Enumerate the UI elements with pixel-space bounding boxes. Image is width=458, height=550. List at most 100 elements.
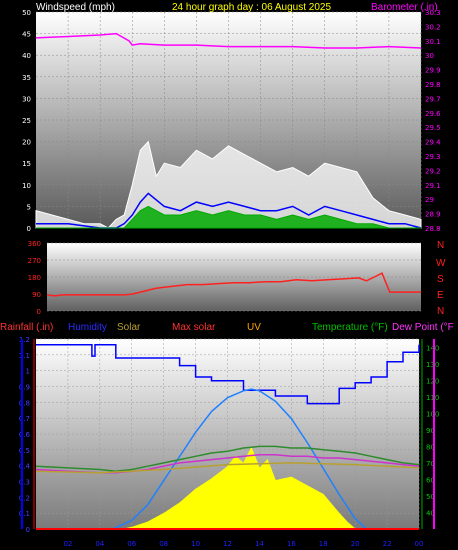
rainfall-tick-label: 0.2 xyxy=(19,494,30,502)
direction-tick-label: 0 xyxy=(37,308,41,316)
temperature-tick-label: 100 xyxy=(426,410,439,418)
series-green-area xyxy=(36,205,421,229)
rainfall-tick-label: 0.8 xyxy=(19,399,30,407)
panel3-time-tick-label: 04 xyxy=(95,540,104,548)
direction-tick-label: 90 xyxy=(32,291,41,299)
barometer-tick-label: 29.6 xyxy=(425,110,441,118)
rainfall-tick-label: 1 xyxy=(26,368,30,376)
rainfall-tick-label: 0.1 xyxy=(19,510,30,518)
temperature-legend: Temperature (°F) xyxy=(312,322,388,333)
rainfall-tick-label: 0.6 xyxy=(19,431,31,439)
compass-labels: N W S E N xyxy=(436,240,446,317)
barometer-tick-label: 29.3 xyxy=(425,153,441,161)
windspeed-tick-label: 0 xyxy=(27,225,31,233)
rainfall-tick-label: 0 xyxy=(26,526,30,534)
rainfall-tick-label: 0.9 xyxy=(19,384,30,392)
wind-direction-panel: 0 90 180 270 360 N W S E N xyxy=(28,240,446,317)
rainfall-tick-label: 0.4 xyxy=(19,463,31,471)
barometer-tick-label: 29.1 xyxy=(425,182,441,190)
graph-title: 24 hour graph day : 06 August 2025 xyxy=(172,2,331,13)
direction-series xyxy=(46,272,421,297)
wind-time-tick-label: 00 xyxy=(417,232,426,240)
direction-tick-label: 270 xyxy=(28,257,41,265)
wind-panel-grid xyxy=(36,11,422,229)
wind-time-tick-label: 06 xyxy=(128,232,137,240)
wind-time-tick-label: 10 xyxy=(192,232,201,240)
windspeed-tick-label: 45 xyxy=(22,31,31,39)
series-temperature-line xyxy=(35,462,420,474)
barometer-tick-label: 30.2 xyxy=(425,23,441,31)
panel3-time-tick-label: 18 xyxy=(319,540,328,548)
panel3-time-tick-label: 00 xyxy=(415,540,424,548)
windspeed-tick-label: 40 xyxy=(22,52,31,60)
windspeed-tick-label: 15 xyxy=(22,160,31,168)
panel3-time-axis-ticks: 02 04 06 08 10 12 14 16 18 20 22 00 xyxy=(63,540,423,548)
panel3-time-tick-label: 12 xyxy=(223,540,232,548)
series-temperature-line xyxy=(35,445,420,472)
panel3-time-tick-label: 10 xyxy=(191,540,200,548)
compass-n-bottom: N xyxy=(437,306,444,317)
panel3-time-tick-label: 02 xyxy=(63,540,72,548)
temperature-tick-label: 110 xyxy=(426,394,439,402)
panel3-legend: Rainfall (.in) Humidity Solar Max solar … xyxy=(0,322,454,333)
windspeed-axis-ticks: 0 5 10 15 20 25 30 35 40 45 50 xyxy=(22,9,31,233)
rainfall-tick-label: 1.1 xyxy=(19,352,30,360)
barometer-tick-label: 28.8 xyxy=(425,225,441,233)
solar-legend: Solar xyxy=(117,322,141,333)
compass-n-top: N xyxy=(437,240,444,251)
humidity-legend: Humidity xyxy=(68,322,107,333)
direction-axis-ticks: 0 90 180 270 360 xyxy=(28,240,41,316)
wind-time-tick-label: 08 xyxy=(160,232,169,240)
temperature-tick-label: 60 xyxy=(426,476,435,484)
barometer-tick-label: 29.5 xyxy=(425,124,441,132)
barometer-tick-label: 30.1 xyxy=(425,38,441,46)
windspeed-tick-label: 35 xyxy=(22,74,31,82)
barometer-axis-title: Barometer (.in) xyxy=(371,2,438,13)
direction-tick-label: 360 xyxy=(28,240,41,248)
rainfall-axis-ticks: 0 0.1 0.2 0.3 0.4 0.5 0.6 0.7 0.8 0.9 1 1.1 1.2 xyxy=(19,336,31,534)
wind-time-tick-label: 14 xyxy=(256,232,265,240)
temperature-tick-label: 90 xyxy=(426,427,435,435)
barometer-tick-label: 29 xyxy=(425,196,434,204)
series-barometer-line xyxy=(35,32,422,49)
panel3-time-tick-label: 22 xyxy=(383,540,392,548)
panel3-time-tick-label: 14 xyxy=(255,540,264,548)
series-humidity-line xyxy=(36,343,420,405)
wind-time-tick-label: 18 xyxy=(320,232,329,240)
wind-time-tick-label: 22 xyxy=(384,232,393,240)
barometer-tick-label: 28.9 xyxy=(425,211,441,219)
series-max-line xyxy=(112,388,367,530)
temperature-axis-ticks: 40 50 60 70 80 90 100 110 120 130 140 xyxy=(426,344,439,517)
panel3-time-tick-label: 08 xyxy=(159,540,168,548)
wind-time-tick-label: 16 xyxy=(288,232,297,240)
wind-time-tick-label: 04 xyxy=(96,232,105,240)
panel3-time-tick-label: 20 xyxy=(351,540,360,548)
wind-time-axis-ticks: 02 04 06 08 10 12 14 16 18 20 22 00 xyxy=(64,232,426,240)
maxsolar-legend: Max solar xyxy=(172,322,216,333)
dewpoint-legend: Dew Point (°F xyxy=(392,322,454,333)
wind-series xyxy=(35,32,422,229)
uv-legend: UV xyxy=(247,322,261,333)
windspeed-tick-label: 10 xyxy=(22,182,31,190)
barometer-axis-ticks: 28.8 28.9 29 29.1 29.2 29.3 29.4 29.5 29.6 29.7 29… xyxy=(425,9,441,233)
barometer-tick-label: 29.8 xyxy=(425,81,441,89)
compass-w: W xyxy=(436,258,446,269)
panel3-time-tick-label: 06 xyxy=(127,540,136,548)
compass-s: S xyxy=(437,274,444,285)
temperature-tick-label: 120 xyxy=(426,377,439,385)
direction-tick-label: 180 xyxy=(28,274,41,282)
rainfall-tick-label: 0.7 xyxy=(19,415,30,423)
barometer-tick-label: 30 xyxy=(425,52,434,60)
windspeed-tick-label: 50 xyxy=(22,9,31,17)
temperature-tick-label: 140 xyxy=(426,344,439,352)
temperature-tick-label: 130 xyxy=(426,361,439,369)
temperature-tick-label: 70 xyxy=(426,460,435,468)
rainfall-tick-label: 0.5 xyxy=(19,447,30,455)
temperature-tick-label: 80 xyxy=(426,443,435,451)
temperature-tick-label: 40 xyxy=(426,509,435,517)
barometer-tick-label: 29.2 xyxy=(425,167,441,175)
barometer-tick-label: 29.9 xyxy=(425,67,441,75)
windspeed-tick-label: 5 xyxy=(27,203,31,211)
